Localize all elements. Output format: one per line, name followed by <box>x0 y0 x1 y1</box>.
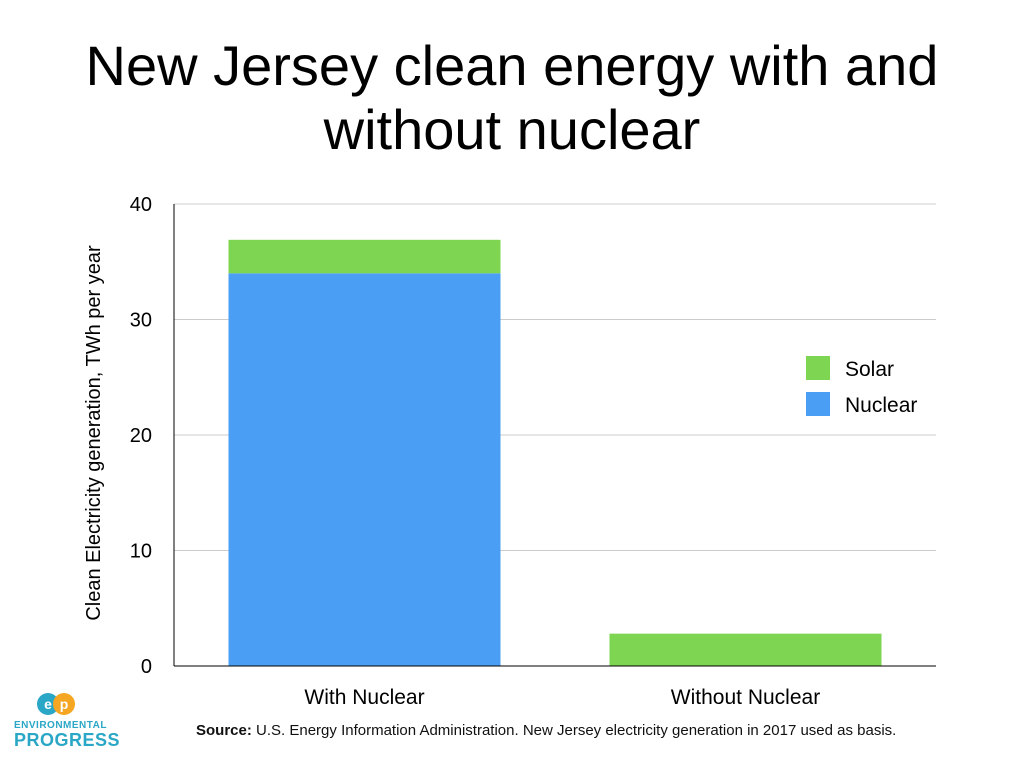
environmental-progress-logo: e p ENVIRONMENTAL PROGRESS <box>14 690 120 752</box>
y-axis-label: Clean Electricity generation, TWh per ye… <box>83 245 105 621</box>
y-tick-label-0: 0 <box>141 656 152 678</box>
bar-solar-without-nuclear <box>609 633 882 666</box>
legend-swatch-nuclear <box>806 392 830 416</box>
svg-text:p: p <box>60 696 69 712</box>
bar-nuclear-with-nuclear <box>228 273 501 666</box>
source-text: U.S. Energy Information Administration. … <box>256 722 897 739</box>
legend-label-solar: Solar <box>845 358 894 381</box>
x-tick-label-without-nuclear: Without Nuclear <box>671 686 820 709</box>
logo-line-environmental: ENVIRONMENTAL <box>14 720 107 731</box>
x-tick-label-with-nuclear: With Nuclear <box>304 686 424 709</box>
y-tick-label-10: 10 <box>130 541 152 563</box>
y-tick-label-40: 40 <box>130 194 152 216</box>
source-note: Source: U.S. Energy Information Administ… <box>196 722 896 739</box>
bar-solar-with-nuclear <box>228 239 501 274</box>
y-tick-label-20: 20 <box>130 425 152 447</box>
svg-text:e: e <box>44 696 52 712</box>
y-tick-label-30: 30 <box>130 310 152 332</box>
chart-title: New Jersey clean energy with and without… <box>85 34 939 161</box>
logo-line-progress: PROGRESS <box>14 730 121 750</box>
ep-logo-icon: e p <box>37 693 75 715</box>
legend-swatch-solar <box>806 356 830 380</box>
source-label: Source: <box>196 722 252 739</box>
legend-label-nuclear: Nuclear <box>845 394 917 417</box>
